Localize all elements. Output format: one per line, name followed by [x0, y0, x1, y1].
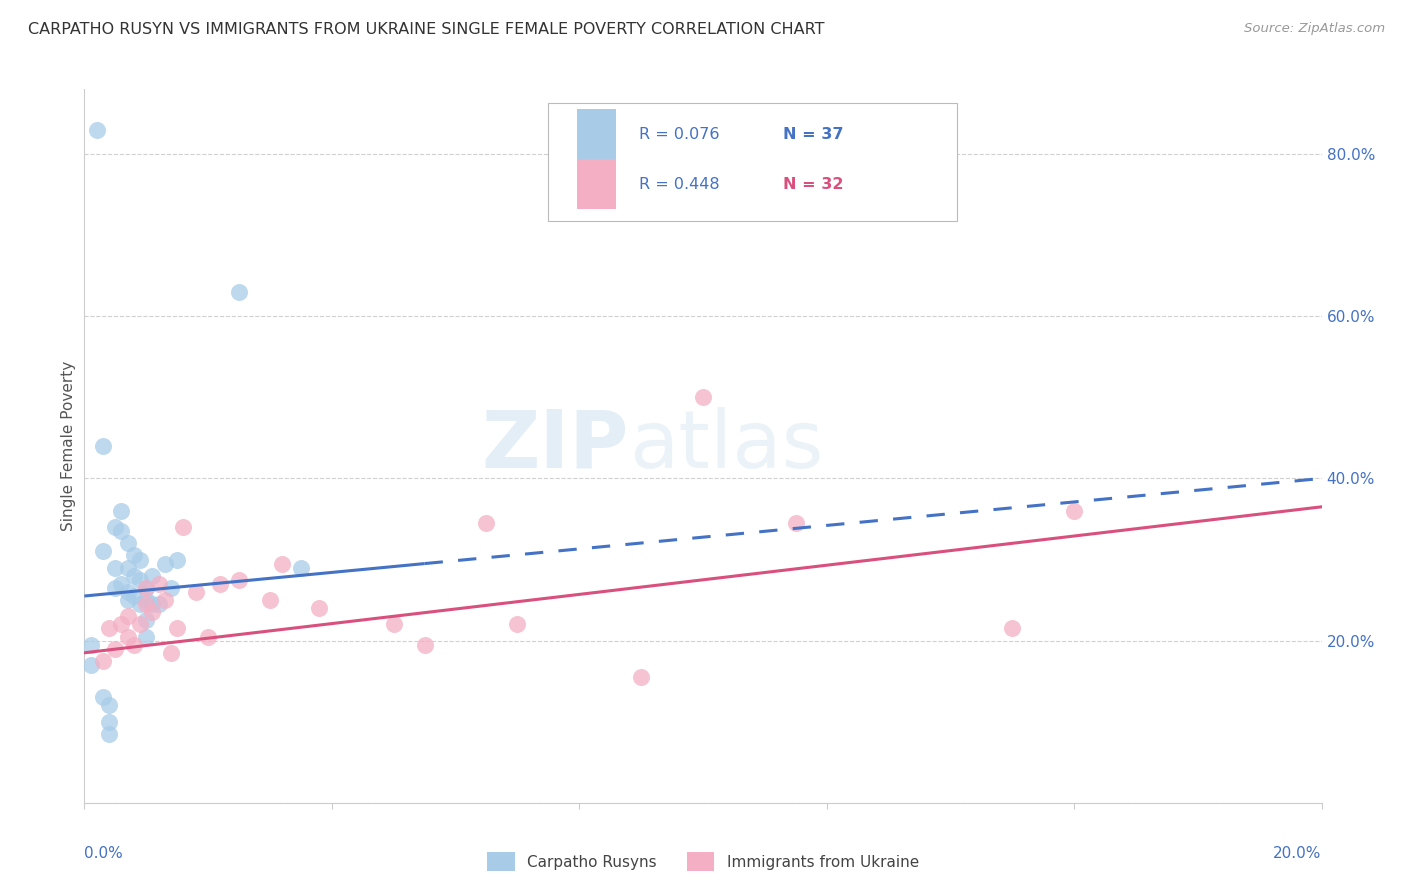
Point [141, 605, 163, 619]
Text: Source: ZipAtlas.com: Source: ZipAtlas.com [1244, 22, 1385, 36]
Point [135, 581, 157, 595]
Point [104, 560, 127, 574]
Point [153, 557, 176, 571]
Text: CARPATHO RUSYN VS IMMIGRANTS FROM UKRAINE SINGLE FEMALE POVERTY CORRELATION CHAR: CARPATHO RUSYN VS IMMIGRANTS FROM UKRAIN… [28, 22, 825, 37]
Text: atlas: atlas [628, 407, 823, 485]
Bar [576, 109, 616, 159]
Legend: Carpatho Rusyns, Immigrants from Ukraine: Carpatho Rusyns, Immigrants from Ukraine [481, 847, 925, 877]
Point [148, 597, 170, 611]
Text: ZIP: ZIP [481, 407, 628, 485]
Point [1063, 504, 1085, 518]
Point [141, 568, 163, 582]
Point [117, 630, 139, 644]
Point [209, 577, 232, 591]
Point [290, 560, 312, 574]
Point [160, 646, 183, 660]
Point [228, 573, 250, 587]
Point [1001, 622, 1024, 636]
Point [104, 581, 127, 595]
Point [98, 622, 121, 636]
Point [91, 690, 114, 705]
Point [153, 593, 176, 607]
Point [413, 638, 436, 652]
Point [117, 536, 139, 550]
Point [104, 520, 127, 534]
Point [122, 568, 145, 582]
Point [98, 727, 121, 741]
Point [117, 593, 139, 607]
Point [104, 641, 127, 656]
Point [148, 577, 170, 591]
Y-axis label: Single Female Poverty: Single Female Poverty [60, 361, 76, 531]
Point [184, 585, 207, 599]
Point [129, 552, 152, 566]
Point [110, 504, 132, 518]
Text: 0.0%: 0.0% [84, 846, 124, 861]
Point [382, 617, 405, 632]
Point [79, 657, 101, 672]
Point [122, 549, 145, 563]
Point [98, 714, 121, 729]
Point [110, 577, 132, 591]
Text: R = 0.076: R = 0.076 [638, 127, 718, 142]
Point [785, 516, 807, 530]
Point [91, 439, 114, 453]
Point [129, 573, 152, 587]
Text: R = 0.448: R = 0.448 [638, 177, 720, 192]
Point [91, 544, 114, 558]
Point [79, 638, 101, 652]
Point [506, 617, 529, 632]
FancyBboxPatch shape [548, 103, 956, 221]
Point [141, 597, 163, 611]
Point [122, 589, 145, 603]
Text: N = 32: N = 32 [783, 177, 844, 192]
Point [271, 557, 294, 571]
Point [166, 622, 188, 636]
Point [117, 560, 139, 574]
Point [160, 581, 183, 595]
Text: 20.0%: 20.0% [1274, 846, 1322, 861]
Point [630, 670, 652, 684]
Point [475, 516, 498, 530]
Point [228, 285, 250, 299]
Point [692, 390, 714, 404]
Point [135, 613, 157, 627]
Point [91, 654, 114, 668]
Point [98, 698, 121, 713]
Point [110, 617, 132, 632]
Point [135, 597, 157, 611]
Point [166, 552, 188, 566]
Point [135, 630, 157, 644]
Point [117, 609, 139, 624]
Point [135, 593, 157, 607]
Bar [576, 159, 616, 209]
Point [86, 122, 108, 136]
Point [172, 520, 194, 534]
Point [135, 581, 157, 595]
Point [259, 593, 281, 607]
Point [129, 617, 152, 632]
Point [308, 601, 330, 615]
Point [129, 597, 152, 611]
Text: N = 37: N = 37 [783, 127, 844, 142]
Point [122, 638, 145, 652]
Point [197, 630, 219, 644]
Point [110, 524, 132, 538]
Point [117, 585, 139, 599]
